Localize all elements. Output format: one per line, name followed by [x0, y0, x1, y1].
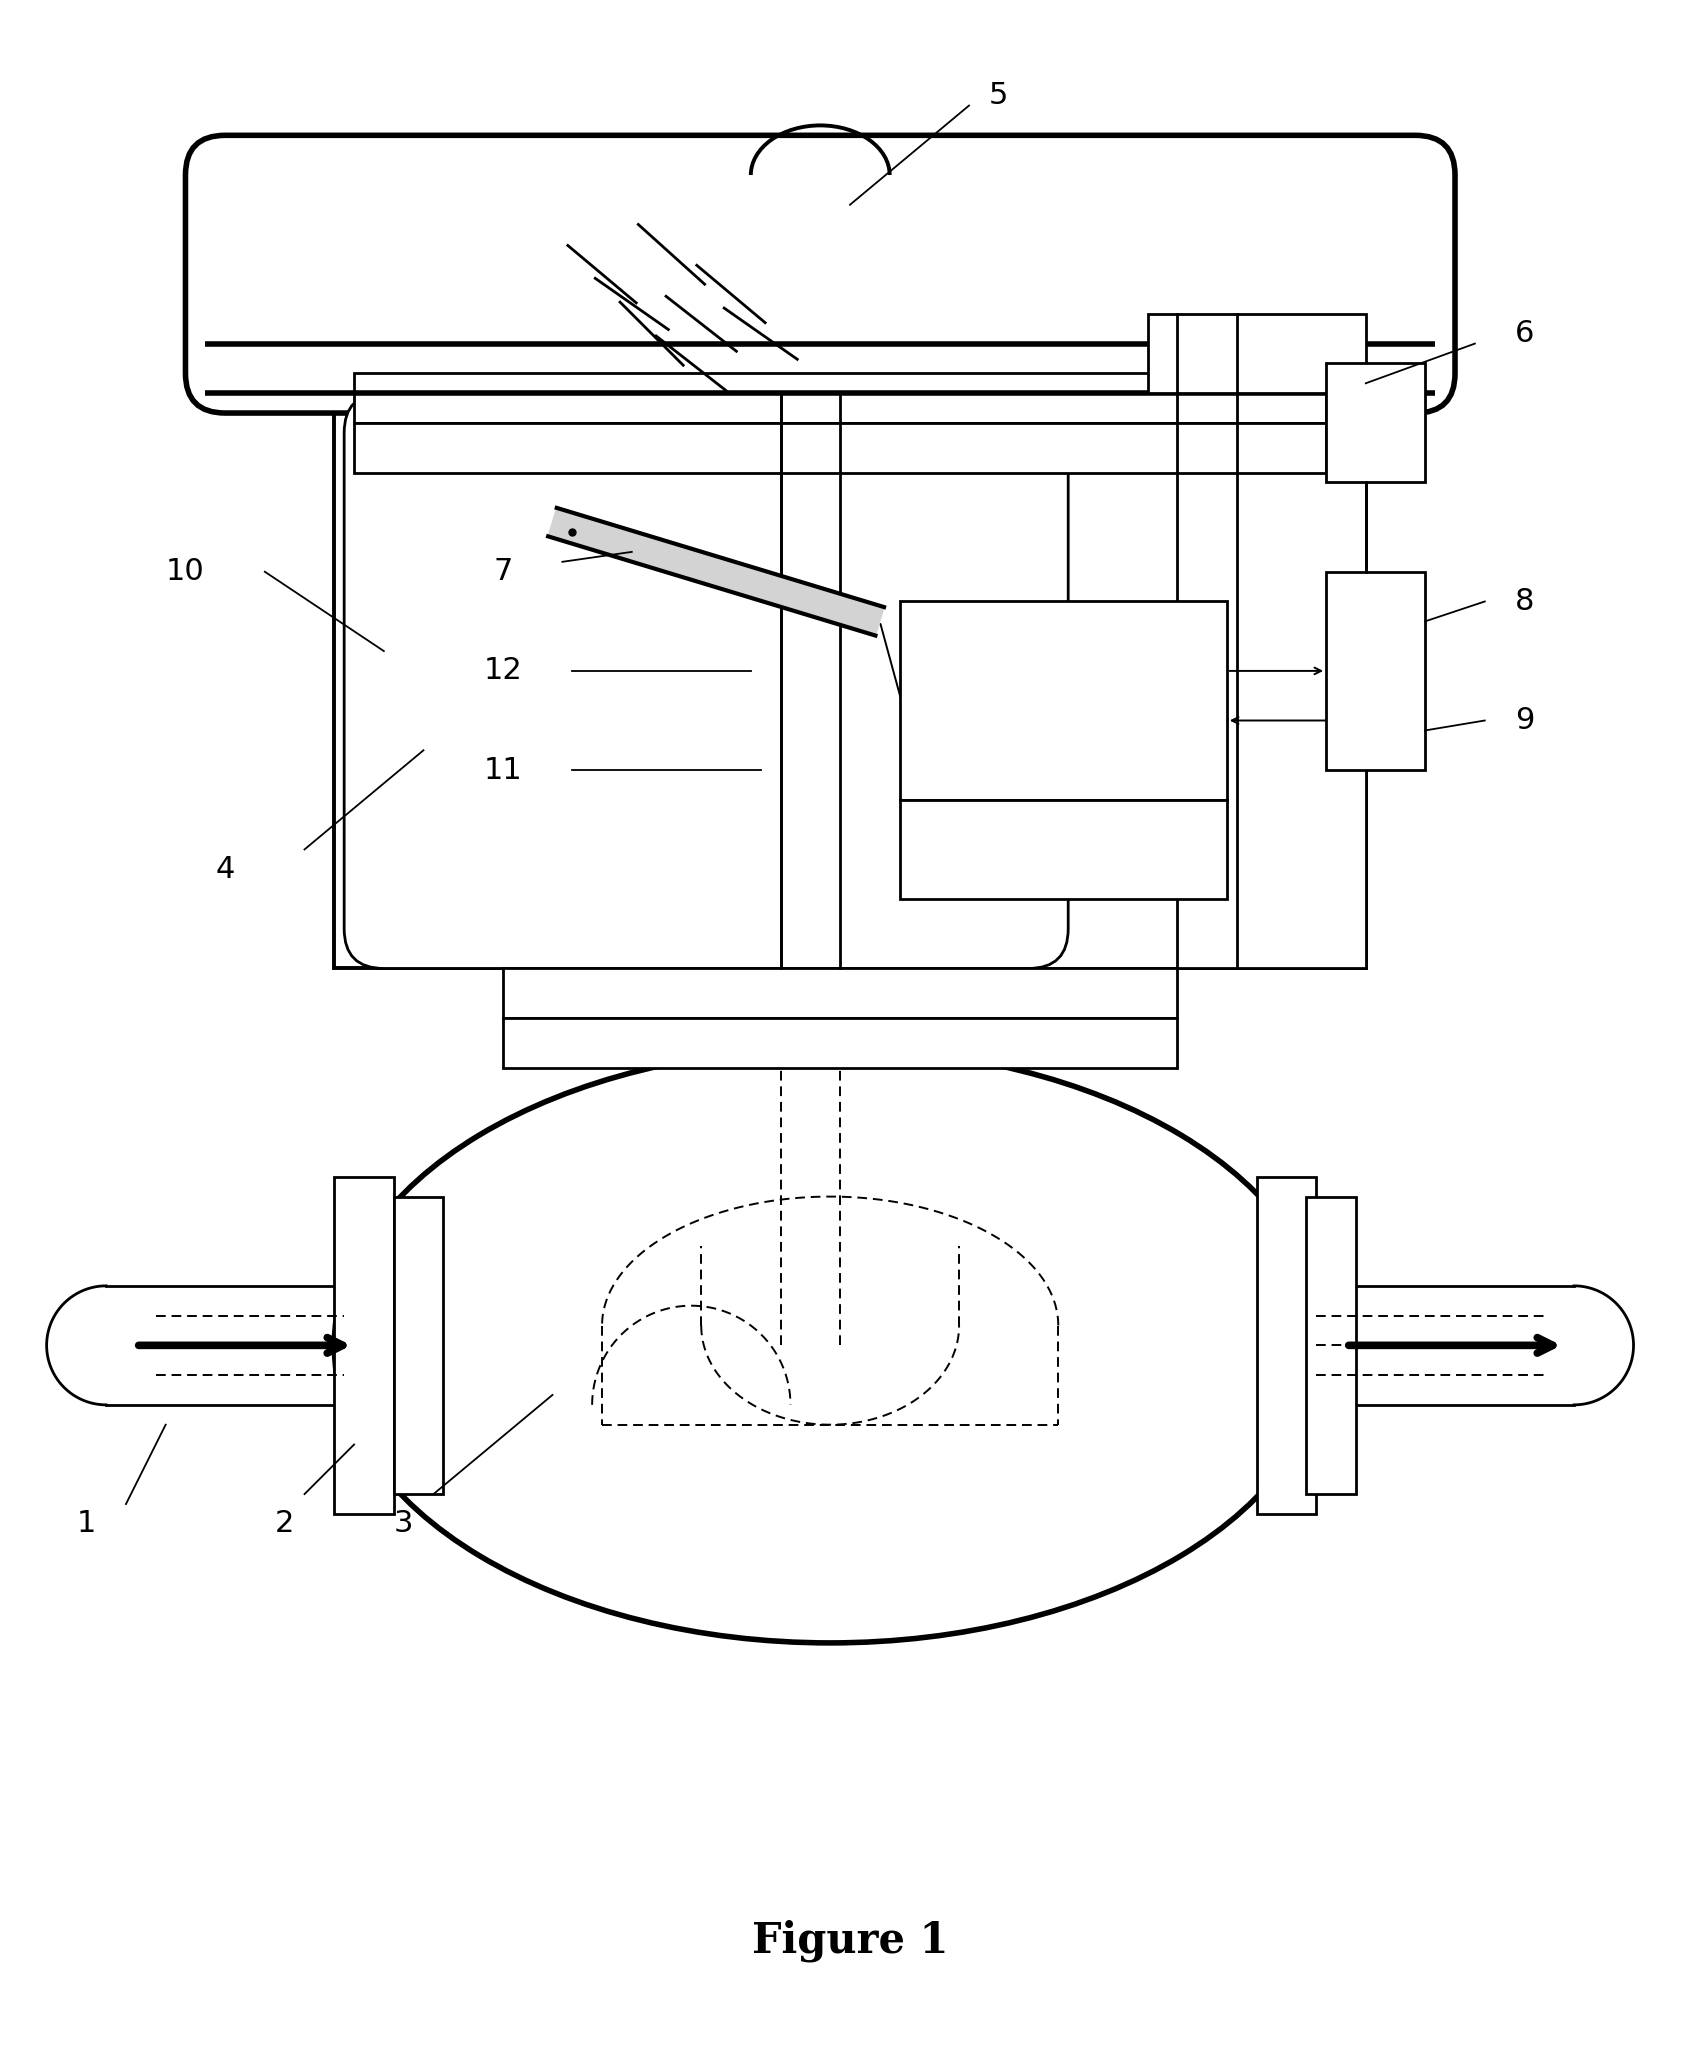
- Bar: [899, 801, 1227, 899]
- Bar: [354, 424, 1326, 473]
- Bar: [354, 373, 1326, 424]
- Bar: [394, 1196, 444, 1495]
- Text: Figure 1: Figure 1: [751, 1919, 949, 1962]
- Bar: [899, 602, 1227, 801]
- Bar: [335, 1178, 394, 1513]
- Text: 9: 9: [1515, 707, 1533, 735]
- Text: 5: 5: [989, 82, 1008, 111]
- Text: 2: 2: [275, 1509, 294, 1538]
- Polygon shape: [547, 508, 884, 635]
- Bar: [1148, 313, 1365, 393]
- FancyBboxPatch shape: [185, 135, 1455, 414]
- Text: 8: 8: [1515, 588, 1533, 616]
- Bar: [503, 969, 1178, 1018]
- Text: 7: 7: [493, 557, 512, 586]
- Text: 11: 11: [483, 756, 522, 784]
- Bar: [503, 1018, 1178, 1067]
- Text: 4: 4: [216, 854, 235, 885]
- Bar: [1028, 393, 1365, 969]
- Bar: [1306, 1196, 1357, 1495]
- Ellipse shape: [335, 1049, 1326, 1642]
- Text: 3: 3: [394, 1509, 413, 1538]
- FancyBboxPatch shape: [343, 393, 1068, 969]
- Text: 6: 6: [1515, 319, 1533, 348]
- Bar: [1326, 362, 1425, 483]
- Text: 12: 12: [483, 657, 522, 686]
- Text: 10: 10: [167, 557, 204, 586]
- Bar: [1326, 571, 1425, 770]
- Bar: [1256, 1178, 1316, 1513]
- Text: 1: 1: [76, 1509, 95, 1538]
- Bar: [335, 393, 1365, 969]
